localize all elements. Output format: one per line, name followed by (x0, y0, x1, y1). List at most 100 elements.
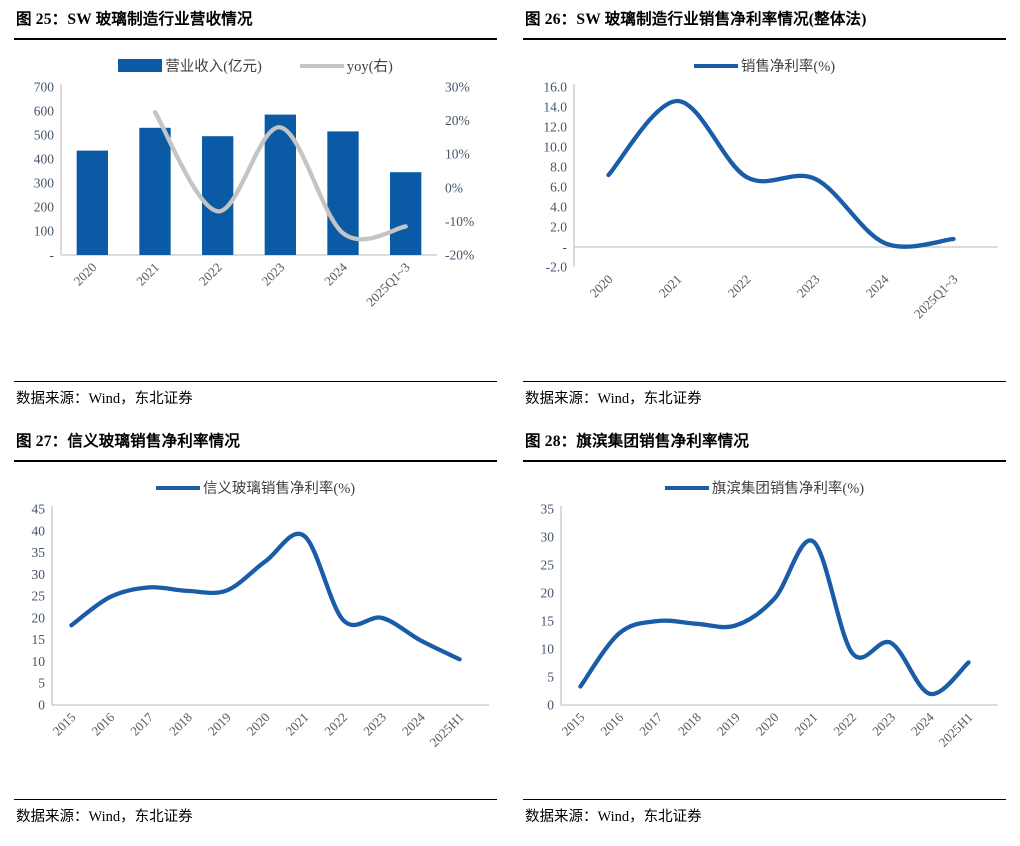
legend-label: 销售净利率(%) (740, 59, 836, 76)
figure-grid: 图 25：SW 玻璃制造行业营收情况 营业收入(亿元) yoy(右) 700 60… (14, 8, 1006, 826)
y-axis-tick-label: 14.0 (543, 99, 567, 114)
y-axis-tick-label: 40 (32, 523, 46, 538)
line-path (578, 538, 971, 696)
line-path (152, 109, 408, 242)
x-axis-label: 2016 (88, 709, 117, 738)
y-axis-tick-label: 100 (34, 223, 55, 238)
x-axis-label: 2019 (205, 709, 234, 738)
y-axis-tick-label: 25 (32, 589, 46, 604)
legend-item-qibin-margin: 旗滨集团销售净利率(%) (664, 477, 865, 498)
x-axis-label: 2020 (587, 271, 616, 300)
y-axis-tick-label: 0 (38, 697, 45, 712)
line-swatch-icon (155, 485, 200, 490)
y-axis-tick-label: 10 (32, 654, 46, 669)
industry-net-margin-chart: 16.0 14.0 12.0 10.0 8.0 6.0 4.0 2.0 - -2.0 2020 202… (543, 79, 998, 321)
figure-panel-26: 图 26：SW 玻璃制造行业销售净利率情况(整体法) 销售净利率(%) 16.0… (523, 8, 1006, 408)
x-axis-label: 2018 (675, 709, 704, 738)
line-path (606, 98, 956, 249)
line-swatch-icon (664, 485, 709, 490)
y-axis-tick-label: 35 (541, 501, 555, 516)
figure-panel-25: 图 25：SW 玻璃制造行业营收情况 营业收入(亿元) yoy(右) 700 60… (14, 8, 497, 408)
x-axis-label: 2022 (321, 709, 350, 738)
x-axis-label: 2020 (244, 709, 273, 738)
divider (14, 799, 497, 800)
y-axis-tick-label: 300 (34, 175, 55, 190)
x-axis-label: 2021 (133, 259, 162, 288)
x-axis-label: 2023 (360, 709, 389, 738)
x-axis-label: 2021 (282, 709, 311, 738)
x-axis-label: 2024 (399, 709, 428, 738)
data-source: 数据来源：Wind，东北证券 (525, 809, 702, 825)
figure-title: 图 28：旗滨集团销售净利率情况 (523, 430, 1006, 462)
x-axis-label: 2023 (794, 271, 823, 300)
bar-swatch-icon (118, 59, 163, 73)
y-axis-tick-label: 700 (34, 79, 55, 94)
x-axis-label: 2022 (196, 259, 225, 288)
legend-item-xinyi-margin: 信义玻璃销售净利率(%) (155, 477, 355, 498)
y-axis-tick-label: 4.0 (550, 199, 567, 214)
bar (139, 127, 171, 255)
data-source: 数据来源：Wind，东北证券 (16, 809, 193, 825)
x-axis-label: 2015 (559, 709, 588, 738)
x-axis-label: 2025H1 (426, 709, 466, 749)
data-source: 数据来源：Wind，东北证券 (16, 391, 193, 407)
bar (390, 172, 422, 255)
y-axis-tick-label: 400 (34, 151, 55, 166)
y-axis-tick-label: 0 (547, 697, 554, 712)
y-axis-tick-label: -2.0 (546, 259, 568, 274)
x-axis-label: 2024 (908, 709, 937, 738)
y-axis-tick-label: 16.0 (543, 79, 567, 94)
x-axis-label: 2024 (863, 271, 892, 300)
x-axis-label: 2018 (166, 709, 195, 738)
y-axis-tick-label: 600 (34, 103, 55, 118)
line-swatch-icon (299, 63, 344, 68)
chart-area: 旗滨集团销售净利率(%) 35 30 25 20 15 10 5 0 2015 2016 2017 2… (523, 462, 1006, 783)
y-axis-tick-label: 30 (541, 529, 555, 544)
divider (14, 381, 497, 382)
y-axis-tick-label: 35 (32, 545, 46, 560)
y-axis-tick-label: 45 (32, 501, 46, 516)
y-axis-tick-label: 15 (32, 632, 46, 647)
chart-legend: 旗滨集团销售净利率(%) (523, 475, 1006, 501)
legend-label: 营业收入(亿元) (165, 59, 262, 76)
right-axis-tick-label: 30% (445, 79, 470, 94)
x-axis-label: 2021 (791, 709, 820, 738)
x-axis-label: 2025Q1~3 (911, 271, 961, 321)
y-axis-tick-label: - (563, 239, 568, 254)
figure-title: 图 27：信义玻璃销售净利率情况 (14, 430, 497, 462)
x-axis-label: 2021 (656, 271, 685, 300)
right-axis-tick-label: 10% (445, 147, 470, 162)
legend-label: 旗滨集团销售净利率(%) (711, 481, 865, 498)
divider (523, 381, 1006, 382)
chart-legend: 营业收入(亿元) yoy(右) (14, 53, 497, 79)
y-axis-tick-label: 20 (541, 585, 555, 600)
y-axis-tick-label: 6.0 (550, 179, 567, 194)
y-axis-tick-label: 5 (38, 676, 45, 691)
legend-item-yoy: yoy(右) (299, 55, 393, 76)
y-axis-tick-label: 12.0 (543, 119, 567, 134)
chart-area: 销售净利率(%) 16.0 14.0 12.0 10.0 8.0 6.0 4.0 2.0 - -2… (523, 40, 1006, 345)
y-axis-tick-label: 15 (541, 613, 555, 628)
figure-title: 图 26：SW 玻璃制造行业销售净利率情况(整体法) (523, 8, 1006, 40)
figure-panel-28: 图 28：旗滨集团销售净利率情况 旗滨集团销售净利率(%) 35 30 25 20 15… (523, 430, 1006, 826)
y-axis-tick-label: 10.0 (543, 139, 567, 154)
y-axis-tick-label: 500 (34, 127, 55, 142)
y-axis-tick-label: - (50, 247, 55, 262)
x-axis-label: 2025Q1~3 (363, 259, 413, 309)
legend-item-net-margin: 销售净利率(%) (693, 55, 836, 76)
right-axis-tick-label: -20% (445, 247, 474, 262)
right-axis-tick-label: -10% (445, 214, 474, 229)
x-axis-label: 2023 (869, 709, 898, 738)
divider (523, 799, 1006, 800)
x-axis-label: 2019 (714, 709, 743, 738)
bar (202, 136, 234, 255)
x-axis-label: 2024 (321, 259, 350, 288)
y-axis-tick-label: 25 (541, 557, 555, 572)
x-axis-label: 2022 (830, 709, 859, 738)
x-axis-label: 2015 (50, 709, 79, 738)
legend-label: yoy(右) (346, 59, 393, 76)
x-axis-label: 2020 (70, 259, 99, 288)
y-axis-tick-label: 30 (32, 567, 46, 582)
